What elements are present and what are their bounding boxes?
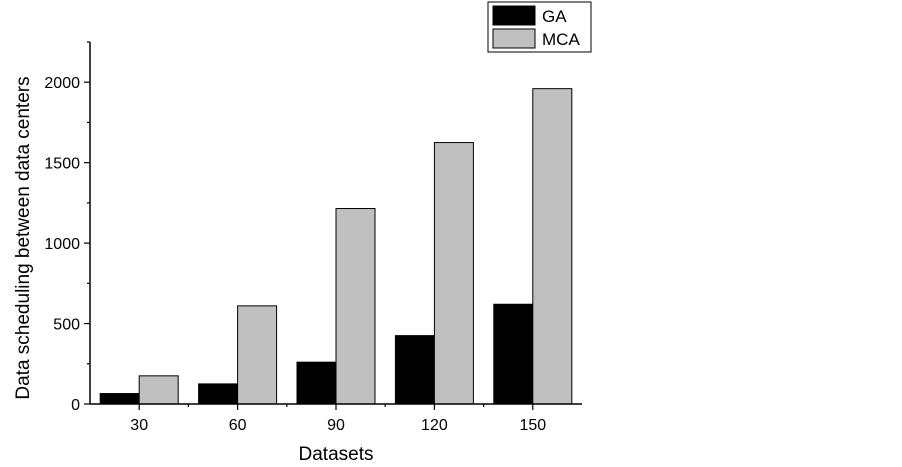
legend-label-ga: GA <box>542 7 567 26</box>
y-tick-label: 1500 <box>44 156 80 173</box>
x-tick-label-30: 30 <box>130 417 148 434</box>
x-tick-label-120: 120 <box>421 417 448 434</box>
x-axis-title: Datasets <box>299 444 374 465</box>
y-ticks-group: 0 500 1000 1500 2000 <box>44 41 90 414</box>
legend-swatch-ga <box>492 5 536 26</box>
bar-mca-30 <box>138 375 179 405</box>
bar-ga-30 <box>99 393 140 405</box>
legend: GA MCA <box>487 1 592 53</box>
x-tick-label-150: 150 <box>519 417 546 434</box>
x-tick-label-90: 90 <box>327 417 345 434</box>
bar-ga-120 <box>394 335 435 405</box>
y-tick-label: 2000 <box>44 75 80 92</box>
x-tick-label-60: 60 <box>229 417 247 434</box>
y-tick-label: 1000 <box>44 236 80 253</box>
bar-mca-150 <box>532 88 573 405</box>
bar-ga-150 <box>493 303 534 405</box>
x-ticks-group: 30 60 90 120 150 <box>130 404 546 434</box>
bar-ga-60 <box>198 383 239 405</box>
bars-group <box>99 88 573 405</box>
bar-ga-90 <box>296 361 337 405</box>
legend-label-mca: MCA <box>542 30 580 49</box>
bar-mca-60 <box>237 305 278 405</box>
legend-swatch-mca <box>492 28 536 49</box>
bar-mca-120 <box>433 142 474 405</box>
y-axis-title: Data scheduling between data centers <box>13 76 34 399</box>
bar-mca-90 <box>335 208 376 405</box>
y-tick-label: 0 <box>71 397 80 414</box>
y-tick-label: 500 <box>53 317 80 334</box>
